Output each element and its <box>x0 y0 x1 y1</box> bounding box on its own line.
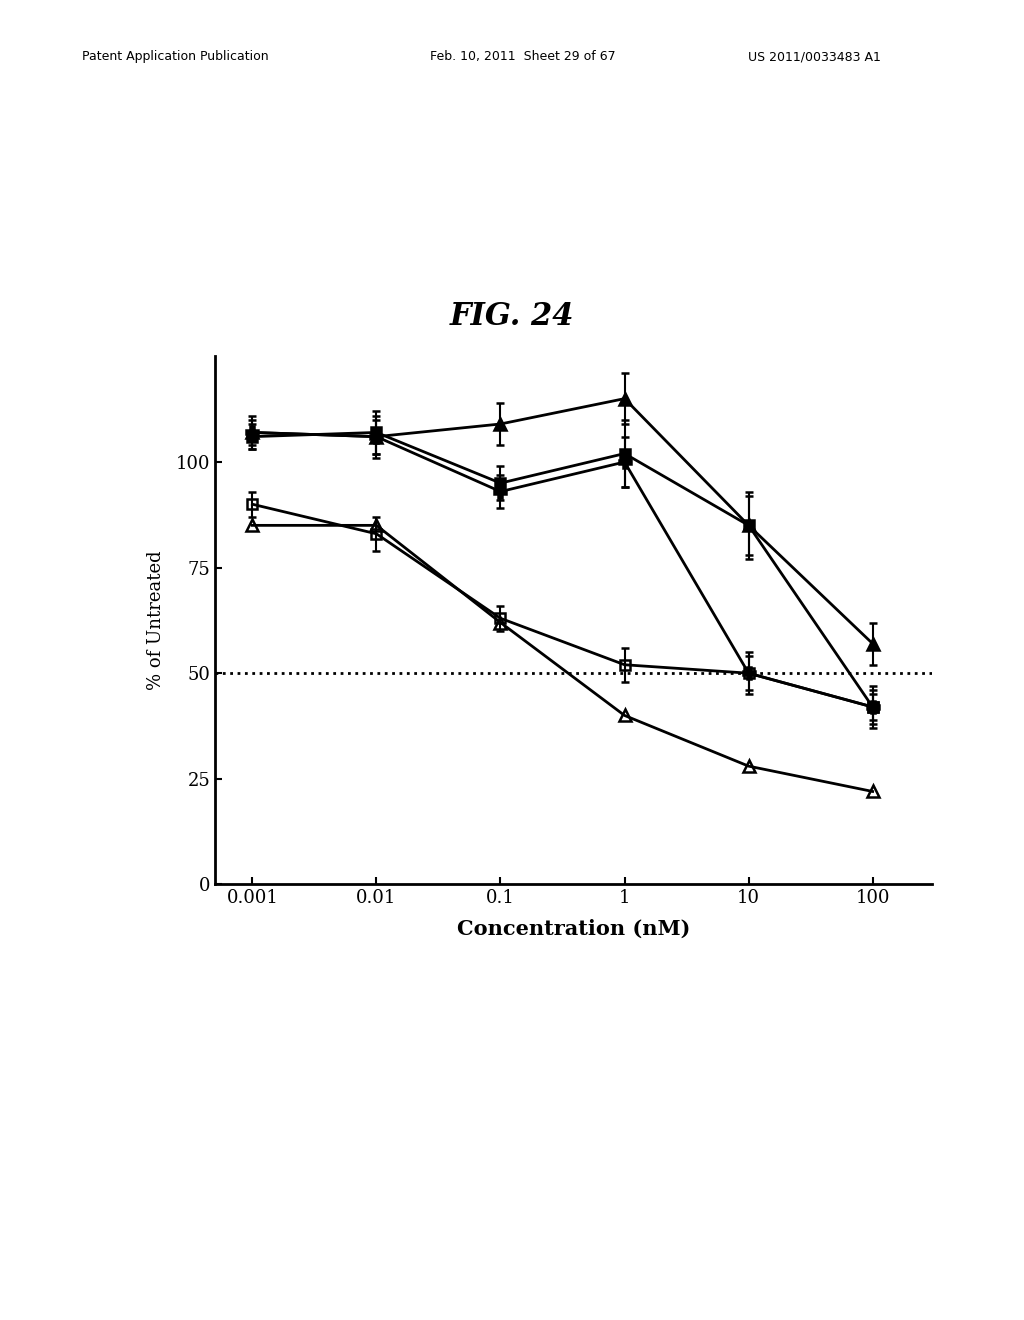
Text: US 2011/0033483 A1: US 2011/0033483 A1 <box>748 50 881 63</box>
Text: Feb. 10, 2011  Sheet 29 of 67: Feb. 10, 2011 Sheet 29 of 67 <box>430 50 615 63</box>
X-axis label: Concentration (nM): Concentration (nM) <box>457 919 690 939</box>
Text: FIG. 24: FIG. 24 <box>450 301 574 333</box>
Y-axis label: % of Untreated: % of Untreated <box>146 550 165 690</box>
Text: Patent Application Publication: Patent Application Publication <box>82 50 268 63</box>
